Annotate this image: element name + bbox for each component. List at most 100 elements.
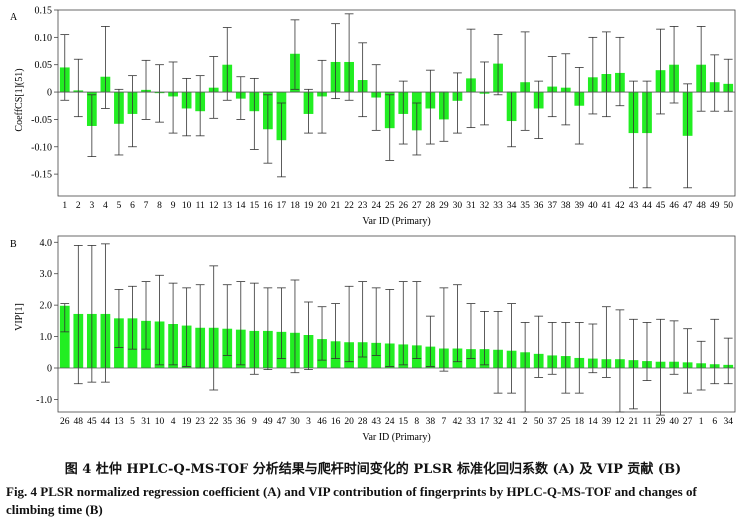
x-tick-label: 2 <box>76 201 81 211</box>
x-tick-label: 48 <box>74 417 84 427</box>
x-tick-label: 8 <box>157 201 162 211</box>
x-tick-label: 26 <box>60 417 70 427</box>
x-tick-label: 32 <box>493 417 503 427</box>
x-tick-label: 22 <box>344 201 354 211</box>
x-tick-label: 35 <box>520 201 530 211</box>
x-tick-label: 24 <box>385 417 395 427</box>
x-tick-label: 34 <box>507 201 517 211</box>
x-tick-label: 25 <box>561 417 571 427</box>
x-tick-label: 35 <box>223 417 233 427</box>
figure-caption-english: Fig. 4 PLSR normalized regression coeffi… <box>6 484 697 517</box>
x-tick-label: 25 <box>385 201 395 211</box>
x-tick-label: 10 <box>182 201 192 211</box>
x-tick-label: 36 <box>534 201 544 211</box>
x-tick-label: 15 <box>399 417 409 427</box>
x-tick-label: 20 <box>317 201 327 211</box>
x-tick-label: 1 <box>699 417 704 427</box>
x-tick-label: 49 <box>710 201 720 211</box>
x-tick-label: 18 <box>575 417 585 427</box>
x-tick-label: 17 <box>480 417 490 427</box>
x-tick-label: 43 <box>629 201 639 211</box>
x-tick-label: 13 <box>223 201 233 211</box>
x-tick-label: 26 <box>399 201 409 211</box>
panel-b-xlabel: Var ID (Primary) <box>362 432 430 443</box>
x-tick-label: 14 <box>588 417 598 427</box>
y-tick-label: -1.0 <box>36 395 52 406</box>
x-tick-label: 38 <box>426 417 436 427</box>
x-tick-label: 23 <box>358 201 368 211</box>
y-tick-label: 4.0 <box>40 238 53 249</box>
x-tick-label: 11 <box>642 417 651 427</box>
figure-panels: A CoeffCS[1](51) -0.15 -0.10 -0.05 0 0.05 0.1… <box>10 6 736 443</box>
x-tick-label: 16 <box>263 201 273 211</box>
panel-b-y-ticks: -1.0 0 1.0 2.0 3.0 4.0 <box>36 238 58 406</box>
x-tick-label: 44 <box>101 417 111 427</box>
x-tick-label: 46 <box>669 201 679 211</box>
panel-a: A CoeffCS[1](51) -0.15 -0.10 -0.05 0 0.05 0.1… <box>10 6 736 227</box>
y-tick-label: 2.0 <box>40 301 53 312</box>
x-tick-label: 4 <box>171 417 176 427</box>
x-tick-label: 6 <box>712 417 717 427</box>
x-tick-label: 40 <box>588 201 598 211</box>
x-tick-label: 37 <box>547 417 557 427</box>
x-tick-label: 41 <box>507 417 517 427</box>
x-tick-label: 12 <box>209 201 219 211</box>
x-tick-label: 6 <box>130 201 135 211</box>
x-tick-label: 16 <box>331 417 341 427</box>
panel-b-label: B <box>10 239 17 250</box>
x-tick-label: 34 <box>723 417 733 427</box>
panel-a-frame <box>57 9 736 197</box>
y-tick-label: 0 <box>47 88 52 99</box>
panel-a-bars <box>59 53 734 141</box>
x-tick-label: 48 <box>696 201 706 211</box>
x-tick-label: 9 <box>252 417 257 427</box>
x-tick-label: 29 <box>439 201 449 211</box>
y-tick-label: 1.0 <box>40 332 53 343</box>
x-tick-label: 44 <box>642 201 652 211</box>
x-tick-label: 3 <box>306 417 311 427</box>
x-tick-label: 28 <box>426 201 436 211</box>
panel-a-error-bars <box>60 13 733 189</box>
y-tick-label: -0.15 <box>31 170 52 181</box>
x-tick-label: 7 <box>144 201 149 211</box>
panel-a-x-ticks: 1 2 3 4 5 6 7 8 9 10 11 12 13 14 15 16 17 18 19 20 21 22 23 24 2… <box>62 201 733 211</box>
x-tick-label: 30 <box>453 201 463 211</box>
x-tick-label: 19 <box>304 201 314 211</box>
x-tick-label: 50 <box>534 417 544 427</box>
x-tick-label: 36 <box>236 417 246 427</box>
x-tick-label: 23 <box>195 417 205 427</box>
x-tick-label: 42 <box>453 417 463 427</box>
y-tick-label: 3.0 <box>40 269 53 280</box>
x-tick-label: 22 <box>209 417 219 427</box>
panel-b: B VIP[1] -1.001.02.03.04.0 26 48 45 44 13 5 31… <box>10 235 736 443</box>
x-tick-label: 50 <box>723 201 733 211</box>
x-tick-label: 39 <box>602 417 612 427</box>
x-tick-label: 24 <box>371 201 381 211</box>
x-tick-label: 5 <box>117 201 122 211</box>
panel-a-y-ticks: -0.15 -0.10 -0.05 0 0.05 0.10 0.15 <box>31 6 58 181</box>
x-tick-label: 8 <box>414 417 419 427</box>
x-tick-label: 45 <box>656 201 666 211</box>
x-tick-label: 12 <box>615 417 625 427</box>
x-tick-label: 7 <box>442 417 447 427</box>
x-tick-label: 45 <box>87 417 97 427</box>
x-tick-label: 30 <box>290 417 300 427</box>
x-tick-label: 28 <box>358 417 368 427</box>
x-tick-label: 43 <box>371 417 381 427</box>
x-tick-label: 3 <box>89 201 94 211</box>
x-tick-label: 27 <box>683 417 693 427</box>
y-tick-label: 0.10 <box>35 33 53 44</box>
x-tick-label: 13 <box>114 417 124 427</box>
x-tick-label: 47 <box>277 417 287 427</box>
x-tick-label: 18 <box>290 201 300 211</box>
x-tick-label: 42 <box>615 201 625 211</box>
x-tick-label: 31 <box>141 417 151 427</box>
x-tick-label: 37 <box>547 201 557 211</box>
x-tick-label: 2 <box>523 417 528 427</box>
x-tick-label: 33 <box>466 417 476 427</box>
panel-a-xlabel: Var ID (Primary) <box>362 216 430 227</box>
x-tick-label: 39 <box>575 201 585 211</box>
x-tick-label: 15 <box>250 201 260 211</box>
x-tick-label: 5 <box>130 417 135 427</box>
y-tick-label: 0.05 <box>35 60 53 71</box>
